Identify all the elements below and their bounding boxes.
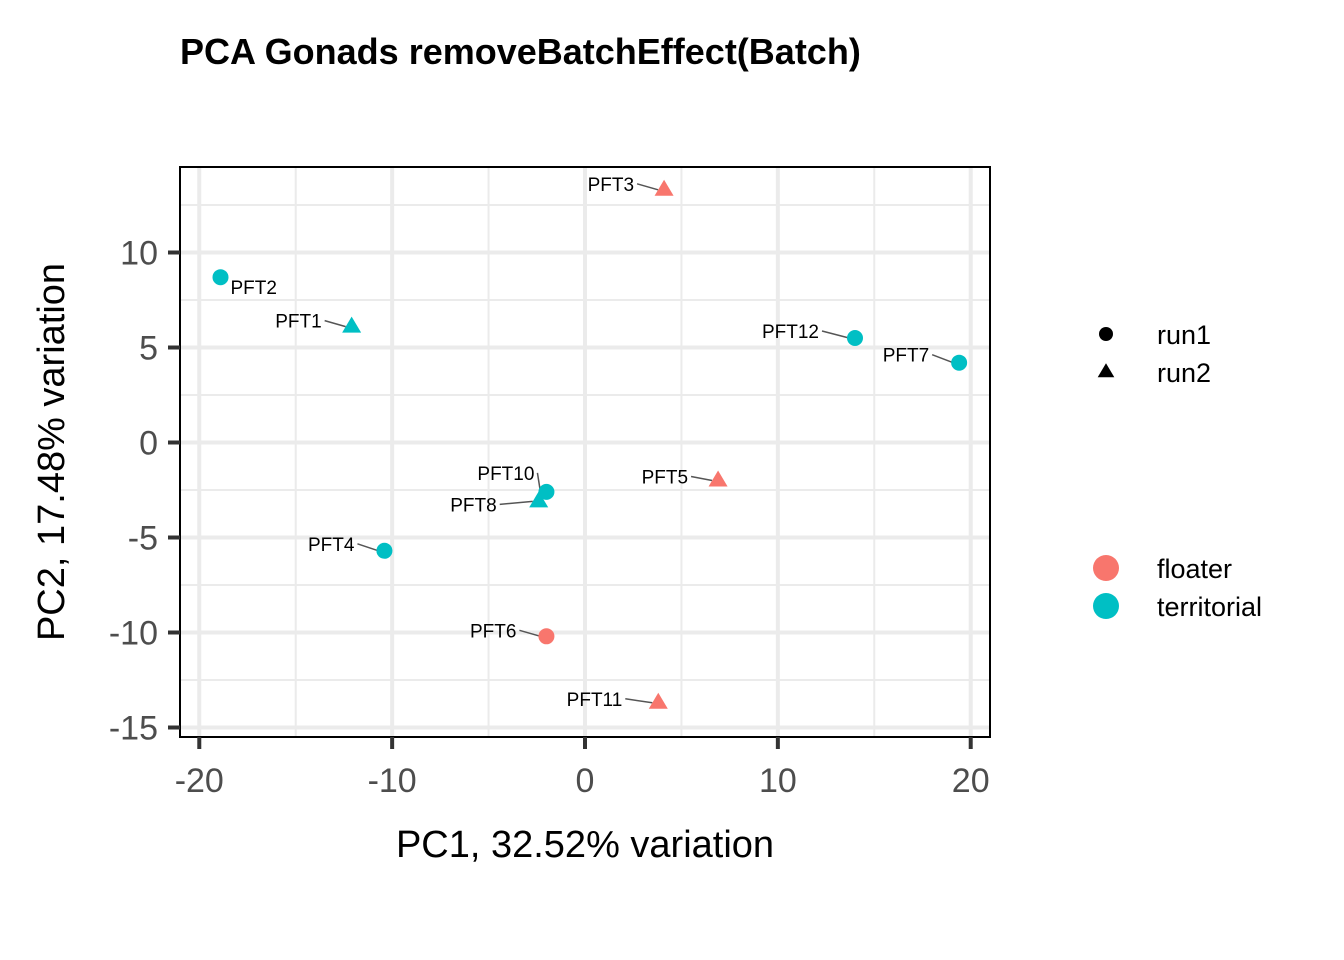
connector-pft11	[625, 698, 653, 704]
x-tick-label: -20	[175, 762, 224, 800]
label-pft7: PFT7	[883, 346, 929, 367]
label-pft10: PFT10	[477, 464, 534, 485]
connector-pft3	[636, 183, 659, 191]
point-pft4	[376, 542, 393, 559]
connector-pft6	[519, 629, 541, 638]
grid-major	[180, 167, 990, 737]
label-pft11: PFT11	[567, 690, 623, 711]
data-points	[212, 179, 968, 709]
y-axis: -15 -10 -5 0 5 10	[109, 235, 180, 748]
label-pft6: PFT6	[470, 621, 516, 642]
point-pft1	[342, 316, 362, 333]
point-pft7	[951, 354, 968, 371]
connector-pft5	[690, 475, 713, 482]
legend-shape-run1	[1099, 327, 1113, 341]
legend-label-floater: floater	[1157, 554, 1232, 584]
point-pft2	[212, 269, 229, 286]
x-tick-label: 10	[759, 762, 797, 800]
point-pft8	[529, 491, 549, 508]
plot-panel: PFT1 PFT2 PFT3 PFT4 PFT5 PFT6 PFT7 PFT8 PFT10 PFT…	[179, 166, 991, 738]
connector-pft7	[931, 353, 954, 364]
label-pft4: PFT4	[308, 535, 355, 556]
connector-pft1	[324, 319, 346, 328]
connector-pft4	[357, 543, 379, 552]
legend-label-run1: run1	[1157, 320, 1211, 350]
label-pft3: PFT3	[588, 175, 634, 196]
legend-shape-run2	[1097, 363, 1115, 378]
connector-pft12	[821, 330, 850, 339]
x-tick-label: 0	[576, 762, 595, 800]
y-tick-label: 10	[120, 235, 158, 273]
chart-title: PCA Gonads removeBatchEffect(Batch)	[180, 31, 861, 72]
point-pft3	[654, 179, 674, 196]
legend-label-territorial: territorial	[1157, 592, 1262, 622]
legend: run1 run2 floater territorial	[1093, 320, 1262, 622]
x-tick-label: -10	[368, 762, 417, 800]
label-connectors	[324, 183, 954, 704]
legend-color-territorial	[1093, 593, 1119, 619]
point-pft11	[648, 692, 668, 709]
legend-color-floater	[1093, 555, 1119, 581]
point-pft12	[847, 330, 863, 346]
label-pft8: PFT8	[450, 495, 496, 516]
x-tick-label: 20	[952, 762, 990, 800]
y-tick-label: -15	[109, 710, 158, 748]
label-pft1: PFT1	[275, 312, 321, 333]
connector-pft8	[499, 500, 533, 506]
y-tick-label: -10	[109, 615, 158, 653]
legend-label-run2: run2	[1157, 358, 1211, 388]
point-pft5	[708, 470, 728, 487]
label-pft2: PFT2	[231, 278, 277, 299]
point-pft6	[538, 628, 555, 645]
x-axis-title: PC1, 32.52% variation	[396, 824, 774, 866]
label-pft12: PFT12	[762, 322, 819, 343]
x-axis: -20 -10 0 10 20	[175, 737, 990, 800]
label-pft5: PFT5	[642, 468, 688, 489]
point-pft10	[538, 483, 555, 500]
y-axis-title: PC2, 17.48% variation	[31, 263, 73, 641]
y-tick-label: 0	[139, 425, 158, 463]
y-tick-label: 5	[139, 330, 158, 368]
y-tick-label: -5	[128, 520, 158, 558]
point-labels: PFT1 PFT2 PFT3 PFT4 PFT5 PFT6 PFT7 PFT8 PFT10 PFT…	[231, 175, 930, 711]
